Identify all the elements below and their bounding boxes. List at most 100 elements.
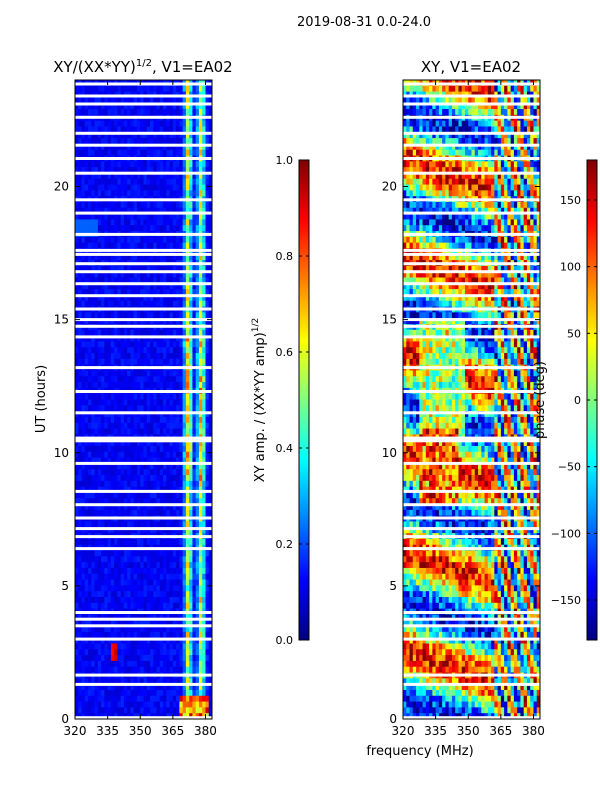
amplitude-cell bbox=[150, 294, 154, 302]
amplitude-cell bbox=[176, 277, 180, 284]
amplitude-cell bbox=[185, 347, 190, 354]
amplitude-cell bbox=[208, 161, 213, 168]
amplitude-cell bbox=[163, 132, 167, 139]
amplitude-cell bbox=[172, 294, 177, 302]
amplitude-cell bbox=[156, 213, 161, 220]
amplitude-cell bbox=[78, 504, 82, 511]
amplitude-cell bbox=[127, 649, 131, 656]
amplitude-cell bbox=[202, 103, 206, 110]
amplitude-cell bbox=[172, 405, 177, 412]
amplitude-cell bbox=[166, 660, 170, 668]
amplitude-cell bbox=[182, 370, 187, 377]
amplitude-cell bbox=[172, 341, 177, 348]
amplitude-cell bbox=[163, 440, 167, 447]
amplitude-cell bbox=[104, 120, 109, 127]
amplitude-cell bbox=[88, 428, 92, 435]
amplitude-cell bbox=[110, 591, 115, 598]
amplitude-cell bbox=[159, 579, 164, 586]
phase-cell bbox=[448, 103, 453, 110]
phase-cell bbox=[442, 109, 446, 116]
amplitude-cell bbox=[130, 521, 135, 528]
amplitude-cell bbox=[172, 428, 177, 435]
amplitude-cell bbox=[208, 695, 213, 702]
amplitude-cell bbox=[172, 538, 177, 546]
amplitude-cell bbox=[123, 242, 128, 249]
amplitude-cell bbox=[182, 184, 187, 191]
amplitude-cell bbox=[153, 521, 157, 528]
amplitude-cell bbox=[172, 265, 177, 273]
x-tick-label: 320 bbox=[64, 724, 87, 738]
phase-cell bbox=[497, 103, 502, 110]
amplitude-cell bbox=[182, 347, 187, 354]
amplitude-cell bbox=[143, 138, 148, 145]
amplitude-cell bbox=[97, 109, 102, 116]
amplitude-cell bbox=[172, 190, 177, 197]
amplitude-cell bbox=[176, 318, 180, 325]
amplitude-cell bbox=[81, 451, 86, 458]
amplitude-cell bbox=[143, 689, 148, 697]
amplitude-cell bbox=[172, 161, 177, 168]
amplitude-cell bbox=[146, 207, 151, 215]
amplitude-cell bbox=[84, 666, 89, 673]
amplitude-cell bbox=[182, 631, 187, 639]
amplitude-cell bbox=[156, 637, 161, 644]
amplitude-cell bbox=[195, 428, 200, 435]
amplitude-cell bbox=[91, 486, 95, 493]
amplitude-cell bbox=[136, 347, 141, 354]
amplitude-cell bbox=[136, 358, 141, 366]
amplitude-cell bbox=[94, 138, 99, 145]
amplitude-cell bbox=[198, 271, 203, 278]
amplitude-cell bbox=[202, 666, 206, 673]
amplitude-cell bbox=[81, 521, 86, 528]
amplitude-cell bbox=[120, 358, 125, 366]
amplitude-cell bbox=[143, 695, 148, 702]
amplitude-cell bbox=[81, 422, 86, 429]
amplitude-cell bbox=[84, 167, 89, 174]
amplitude-cell bbox=[172, 655, 177, 662]
amplitude-cell bbox=[198, 457, 203, 464]
amplitude-cell bbox=[198, 480, 203, 488]
amplitude-cell bbox=[127, 225, 131, 232]
amplitude-cell bbox=[84, 300, 89, 307]
amplitude-cell bbox=[172, 85, 177, 93]
amplitude-cell bbox=[166, 341, 170, 348]
amplitude-cell bbox=[198, 318, 203, 325]
amplitude-cell bbox=[189, 660, 193, 668]
amplitude-cell bbox=[136, 684, 141, 691]
amplitude-cell bbox=[156, 312, 161, 319]
amplitude-cell bbox=[202, 184, 206, 191]
amplitude-cell bbox=[182, 283, 187, 290]
amplitude-cell bbox=[205, 254, 210, 261]
amplitude-cell bbox=[156, 457, 161, 464]
amplitude-cell bbox=[91, 85, 95, 93]
amplitude-cell bbox=[166, 382, 170, 389]
amplitude-cell bbox=[182, 341, 187, 348]
amplitude-cell bbox=[189, 538, 193, 546]
phase-cell bbox=[530, 85, 534, 93]
amplitude-cell bbox=[140, 358, 144, 366]
amplitude-cell bbox=[120, 265, 125, 273]
amplitude-cell bbox=[114, 445, 118, 453]
amplitude-cell bbox=[198, 184, 203, 191]
amplitude-cell bbox=[81, 120, 86, 127]
amplitude-cell bbox=[84, 602, 89, 610]
amplitude-cell bbox=[140, 591, 144, 598]
amplitude-cell bbox=[153, 695, 157, 702]
amplitude-cell bbox=[143, 190, 148, 197]
amplitude-cell bbox=[88, 602, 92, 610]
amplitude-cell bbox=[94, 97, 99, 104]
amplitude-cell bbox=[114, 382, 118, 389]
amplitude-cell bbox=[179, 538, 184, 546]
amplitude-cell bbox=[176, 236, 180, 244]
amplitude-cell bbox=[205, 271, 210, 278]
amplitude-cell bbox=[163, 562, 167, 569]
amplitude-cell bbox=[159, 283, 164, 290]
amplitude-cell bbox=[179, 422, 184, 429]
amplitude-cell bbox=[91, 405, 95, 412]
amplitude-cell bbox=[91, 649, 95, 656]
amplitude-cell bbox=[163, 655, 167, 662]
amplitude-cell bbox=[140, 457, 144, 464]
amplitude-cell bbox=[81, 689, 86, 697]
amplitude-cell bbox=[205, 376, 210, 383]
amplitude-cell bbox=[195, 573, 200, 580]
